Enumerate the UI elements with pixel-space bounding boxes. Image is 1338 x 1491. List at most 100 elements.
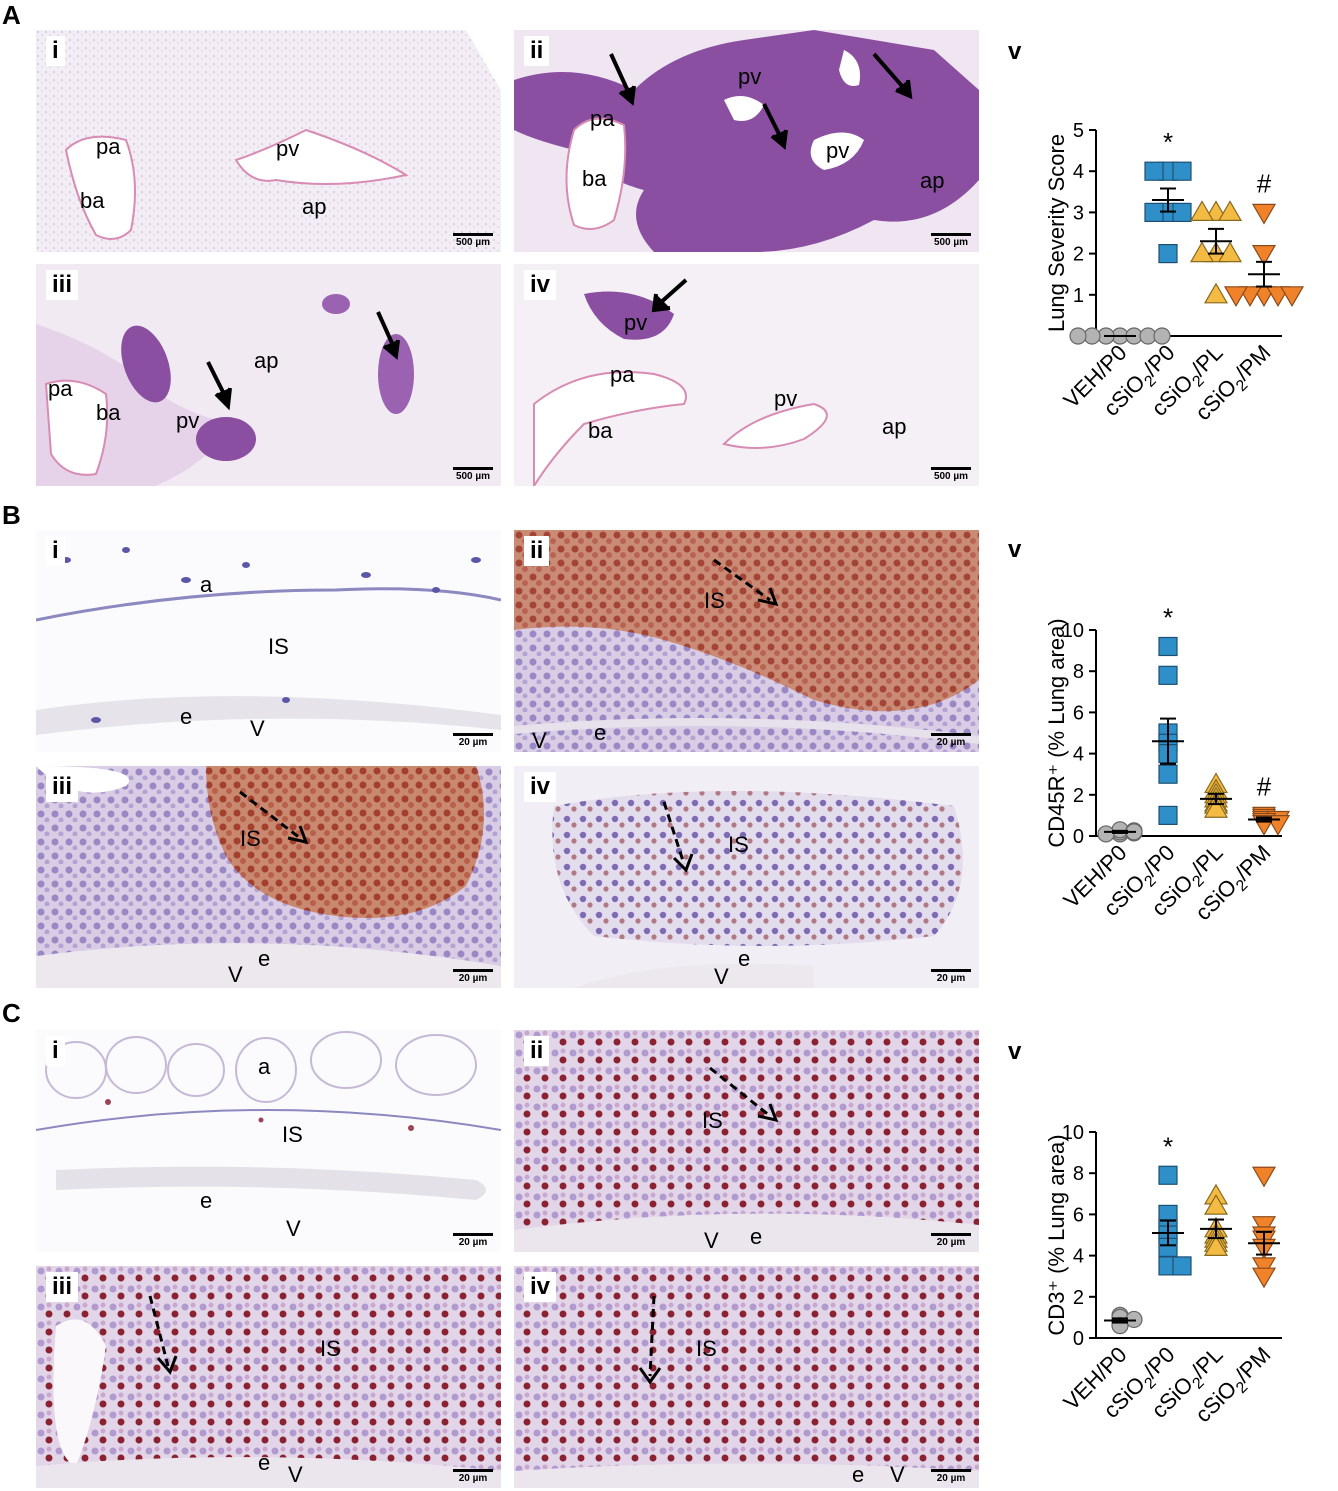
label-e: e	[180, 704, 193, 729]
significance-marker: *	[1163, 1131, 1173, 1161]
y-tick-label: 10	[1062, 620, 1084, 642]
label-e: e	[750, 1224, 763, 1249]
significance-marker: #	[1257, 771, 1272, 801]
series-group	[1104, 1306, 1143, 1335]
y-tick-label: 3	[1073, 202, 1084, 224]
micrograph-c-iii: iii IS e V 20 µm	[36, 1266, 501, 1488]
label-pa: pa	[610, 362, 635, 387]
image-tag: ii	[524, 536, 550, 566]
micrograph-a-iii: iii pa ba pv ap 500 µm	[36, 264, 501, 486]
label-ap: ap	[254, 348, 279, 373]
label-e: e	[258, 1450, 271, 1475]
label-a: a	[258, 1054, 271, 1079]
scale-bar: 20 µm	[453, 733, 493, 748]
label-pv: pv	[826, 138, 850, 163]
label-pv: pv	[176, 408, 200, 433]
label-v: V	[250, 716, 265, 741]
y-tick-label: 0	[1073, 826, 1084, 848]
data-point	[1217, 241, 1243, 263]
data-point	[1203, 282, 1229, 304]
micrograph-b-i: i a IS e V 20 µm	[36, 530, 501, 752]
label-pa: pa	[590, 106, 615, 131]
label-is: IS	[728, 832, 749, 857]
data-point	[1097, 825, 1115, 843]
y-axis-label: Lung Severity Score	[1044, 134, 1069, 332]
scale-bar: 20 µm	[931, 969, 971, 984]
x-tick-label: cSiO2/PL	[1146, 340, 1231, 425]
data-point	[1069, 327, 1087, 345]
panel-letter-c: C	[2, 998, 21, 1028]
label-is: IS	[320, 1336, 341, 1361]
scale-bar: 20 µm	[931, 1233, 971, 1248]
label-is: IS	[696, 1336, 717, 1361]
label-is: IS	[282, 1122, 303, 1147]
data-point	[1251, 1257, 1277, 1279]
series-group	[1189, 200, 1243, 304]
series-group	[1152, 1165, 1192, 1276]
data-point	[1172, 161, 1192, 181]
label-ap: ap	[920, 168, 945, 193]
data-point	[1251, 1166, 1277, 1188]
series-group	[1248, 1166, 1280, 1289]
y-tick-label: 2	[1073, 244, 1084, 266]
micrograph-c-iv: iv IS e V 20 µm	[514, 1266, 979, 1488]
label-e: e	[200, 1188, 213, 1213]
image-tag: iii	[46, 270, 79, 300]
chart-tag-a: v	[1008, 38, 1022, 65]
y-tick-label: 2	[1073, 785, 1084, 807]
y-tick-label: 6	[1073, 702, 1084, 724]
y-tick-label: 1	[1073, 285, 1084, 307]
label-v: V	[714, 964, 729, 988]
data-point	[1158, 805, 1178, 825]
data-point	[1251, 1216, 1277, 1237]
scale-bar: 20 µm	[453, 969, 493, 984]
y-tick-label: 0	[1073, 1328, 1084, 1350]
label-e: e	[738, 946, 751, 971]
image-tag: i	[46, 36, 65, 66]
y-tick-label: 4	[1073, 744, 1084, 766]
label-pa: pa	[48, 376, 73, 401]
data-point	[1279, 286, 1305, 307]
micrograph-a-i: i pa ba pv ap 500 µm	[36, 30, 501, 252]
image-tag: i	[46, 1036, 65, 1066]
label-is: IS	[704, 588, 725, 613]
y-axis-label: CD3⁺ (% Lung area)	[1044, 1134, 1069, 1335]
label-v: V	[228, 962, 243, 987]
data-point	[1217, 200, 1243, 221]
label-v: V	[286, 1216, 301, 1241]
y-tick-label: 8	[1073, 1163, 1084, 1185]
series-group	[1200, 1183, 1232, 1256]
micrograph-c-i: i a IS e V 20 µm	[36, 1030, 501, 1252]
label-a: a	[200, 572, 213, 597]
label-is: IS	[702, 1108, 723, 1133]
image-tag: ii	[524, 36, 550, 66]
y-tick-label: 4	[1073, 1246, 1084, 1268]
data-point	[1158, 636, 1178, 657]
series-group	[1144, 161, 1192, 264]
scale-bar: 500 µm	[931, 467, 971, 482]
label-is: IS	[240, 826, 261, 851]
label-ba: ba	[80, 188, 105, 213]
data-point	[1251, 245, 1277, 266]
label-e: e	[258, 946, 271, 971]
y-tick-label: 5	[1073, 120, 1084, 142]
micrograph-b-iv: iv IS V e 20 µm	[514, 766, 979, 988]
label-v: V	[288, 1462, 303, 1487]
y-tick-label: 6	[1073, 1204, 1084, 1226]
label-ba: ba	[588, 418, 613, 443]
series-group	[1248, 806, 1291, 836]
scale-bar: 20 µm	[931, 733, 971, 748]
label-pv: pv	[774, 386, 798, 411]
data-point	[1153, 327, 1171, 345]
significance-marker: *	[1163, 127, 1173, 157]
data-point	[1158, 665, 1178, 685]
data-point	[1203, 1235, 1229, 1256]
image-tag: iii	[46, 1272, 79, 1302]
label-is: IS	[268, 634, 289, 659]
chart-tag-b: v	[1008, 536, 1022, 563]
data-point	[1158, 1165, 1178, 1185]
series-group	[1097, 821, 1143, 843]
data-point	[1144, 161, 1164, 181]
series-group	[1069, 327, 1171, 345]
